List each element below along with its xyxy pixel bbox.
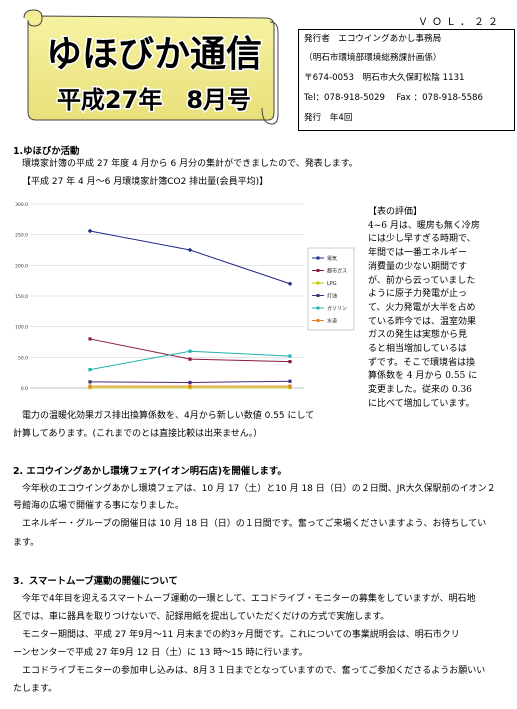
series-line (89, 230, 291, 285)
chart-y-ticks: 0.0 50.0 100.0 150.0 200.0 250.0 300.0 (15, 202, 28, 392)
legend-entry: 電気 (327, 255, 337, 262)
evaluation-heading: 【表の評価】 (368, 207, 423, 217)
section1-intro: 環境家計簿の平成 27 年度 4 月から 6 月分の集計ができましたので、発表し… (22, 159, 358, 169)
section2-line-2: 号館海の広場で開催する事になりました。 (13, 501, 185, 511)
data-point (188, 380, 192, 385)
section2-line-1: 今年秋のエコウイングあかし環境フェアは、10 月 17（土）と10 月 18 日… (22, 484, 496, 494)
evaluation-line: ガスの発生は実態から見 (368, 330, 468, 341)
evaluation-line: 消費量の少ない期間です (368, 261, 468, 272)
publisher-dept: （明石市環境部環境総務課計画係） (304, 53, 442, 63)
publisher-name: 発行者 エコウイングあかし事務局 (304, 34, 442, 44)
data-point (188, 357, 192, 361)
legend-marker (316, 319, 320, 322)
section3-line-5: エコドライブモニターの参加申し込みは、8月３１日までとなっていますので、奮ってご… (22, 666, 486, 676)
legend-box (307, 247, 355, 331)
section3-heading: 3．スマートムーブ運動の開催について (13, 576, 178, 587)
y-tick-label: 100.0 (15, 325, 28, 331)
data-point (188, 349, 192, 353)
volume-number: ＶＯＬ．２２ (418, 17, 502, 28)
y-tick-label: 200.0 (15, 263, 28, 269)
evaluation-line: 4~6 月は、暖房も無く冷房 (368, 220, 480, 231)
section1-note-1: 電力の温暖化効果ガス排出換算係数を、4月から新しい数値 0.55 にして (22, 411, 315, 421)
chart-series-lines (87, 228, 293, 390)
publisher-frequency: 発行 年4回 (304, 113, 353, 123)
data-point (87, 228, 93, 234)
y-tick-label: 250.0 (15, 233, 28, 239)
data-point (88, 384, 92, 388)
data-point (188, 384, 192, 388)
evaluation-line: て、火力発電が大半を占め (368, 302, 476, 313)
data-point (288, 360, 292, 364)
evaluation-line: に比べて増加しています。 (368, 398, 475, 409)
publisher-contact: Tel：078-918-5029 Fax ：078-918-5586 (304, 93, 483, 103)
section2-heading: 2. エコウイングあかし環境フェア(イオン明石店)を開催します。 (13, 466, 287, 477)
legend-entry: ガソリン (327, 305, 347, 312)
evaluation-line: 変更ました。従来の 0.36 (368, 385, 472, 396)
section3-line-6: たします。 (13, 684, 58, 694)
data-point (187, 247, 193, 253)
legend-entry: LPG (327, 281, 337, 287)
evaluation-line: が、前から云っていました (368, 275, 476, 286)
chart-gridlines (30, 203, 304, 389)
section2-line-3: エネルギー・グループの開催日は 10 月 18 日（日）の１日間です。奮ってご来… (22, 519, 487, 529)
y-tick-label: 50.0 (18, 355, 28, 361)
section3-line-1: 今年で4年目を迎えるスマートムーブ運動の一環として、エコドライブ・モニターの募集… (22, 594, 476, 604)
issue-date: 平成27年 8月号 (57, 86, 251, 114)
data-point (288, 379, 292, 383)
evaluation-line: 算係数を 4 月から 0.55 に (368, 371, 478, 382)
evaluation-line: ずです。そこで環境省は換 (368, 357, 476, 368)
section3-line-3: モニター期間は、平成 27 年9月～11 月末までの約3ヶ月間です。これについて… (22, 630, 460, 640)
y-tick-label: 300.0 (15, 202, 28, 208)
section1-heading: 1.ゆほびか活動 (13, 146, 80, 157)
data-point (288, 354, 292, 358)
legend-entry: 灯油 (327, 292, 337, 299)
data-point (88, 380, 92, 384)
legend-marker (316, 256, 320, 260)
evaluation-line: には少し早すぎる時期で、 (368, 234, 476, 245)
publisher-box: 発行者 エコウイングあかし事務局 （明石市環境部環境総務課計画係） 〒674-0… (298, 29, 515, 131)
section2-line-4: ます。 (13, 538, 40, 548)
legend-entry: 都市ガス (327, 267, 347, 274)
evaluation-line: ている昨今では、温室効果 (368, 316, 477, 327)
data-point (88, 368, 92, 372)
publisher-address: 〒674-0053 明石市大久保町松陰 1131 (304, 73, 465, 83)
y-tick-label: 150.0 (15, 294, 28, 300)
y-tick-label: 0.0 (21, 386, 28, 392)
title-banner: ゆほびか通信 平成27年 8月号 (23, 9, 279, 125)
data-point (288, 384, 292, 388)
legend-marker (316, 281, 320, 285)
legend-entry: 水道 (327, 317, 337, 324)
section3-line-4: ーンセンターで平成 27 年9月 12 日（土）に 13 時～15 時に行います… (13, 648, 308, 658)
chart-evaluation: 【表の評価】 4~6 月は、暖房も無く冷房 には少し早すぎる時期で、 年間では一番エネ… (368, 206, 510, 412)
chart-caption: 【平成 27 年 4 月～6 月環境家計簿CO2 排出量(会員平均)】 (22, 177, 269, 187)
evaluation-line: 年間では一番エネルギー (368, 248, 468, 259)
data-point (88, 337, 92, 341)
evaluation-line: ると相当増加しているは (368, 344, 467, 355)
newsletter-title: ゆほびか通信 (46, 34, 262, 75)
legend-marker (316, 269, 320, 272)
section1-note-2: 計算してあります。(これまでのとは直接比較は出来ません。） (13, 429, 263, 439)
legend-marker (316, 306, 320, 310)
data-point (287, 281, 293, 286)
section3-line-2: 区では、車に器具を取りつけないで、記録用紙を提出していただくだけの方式で実施しま… (13, 612, 390, 622)
evaluation-line: ように原子力発電が止っ (368, 289, 468, 300)
legend-marker (316, 294, 320, 297)
